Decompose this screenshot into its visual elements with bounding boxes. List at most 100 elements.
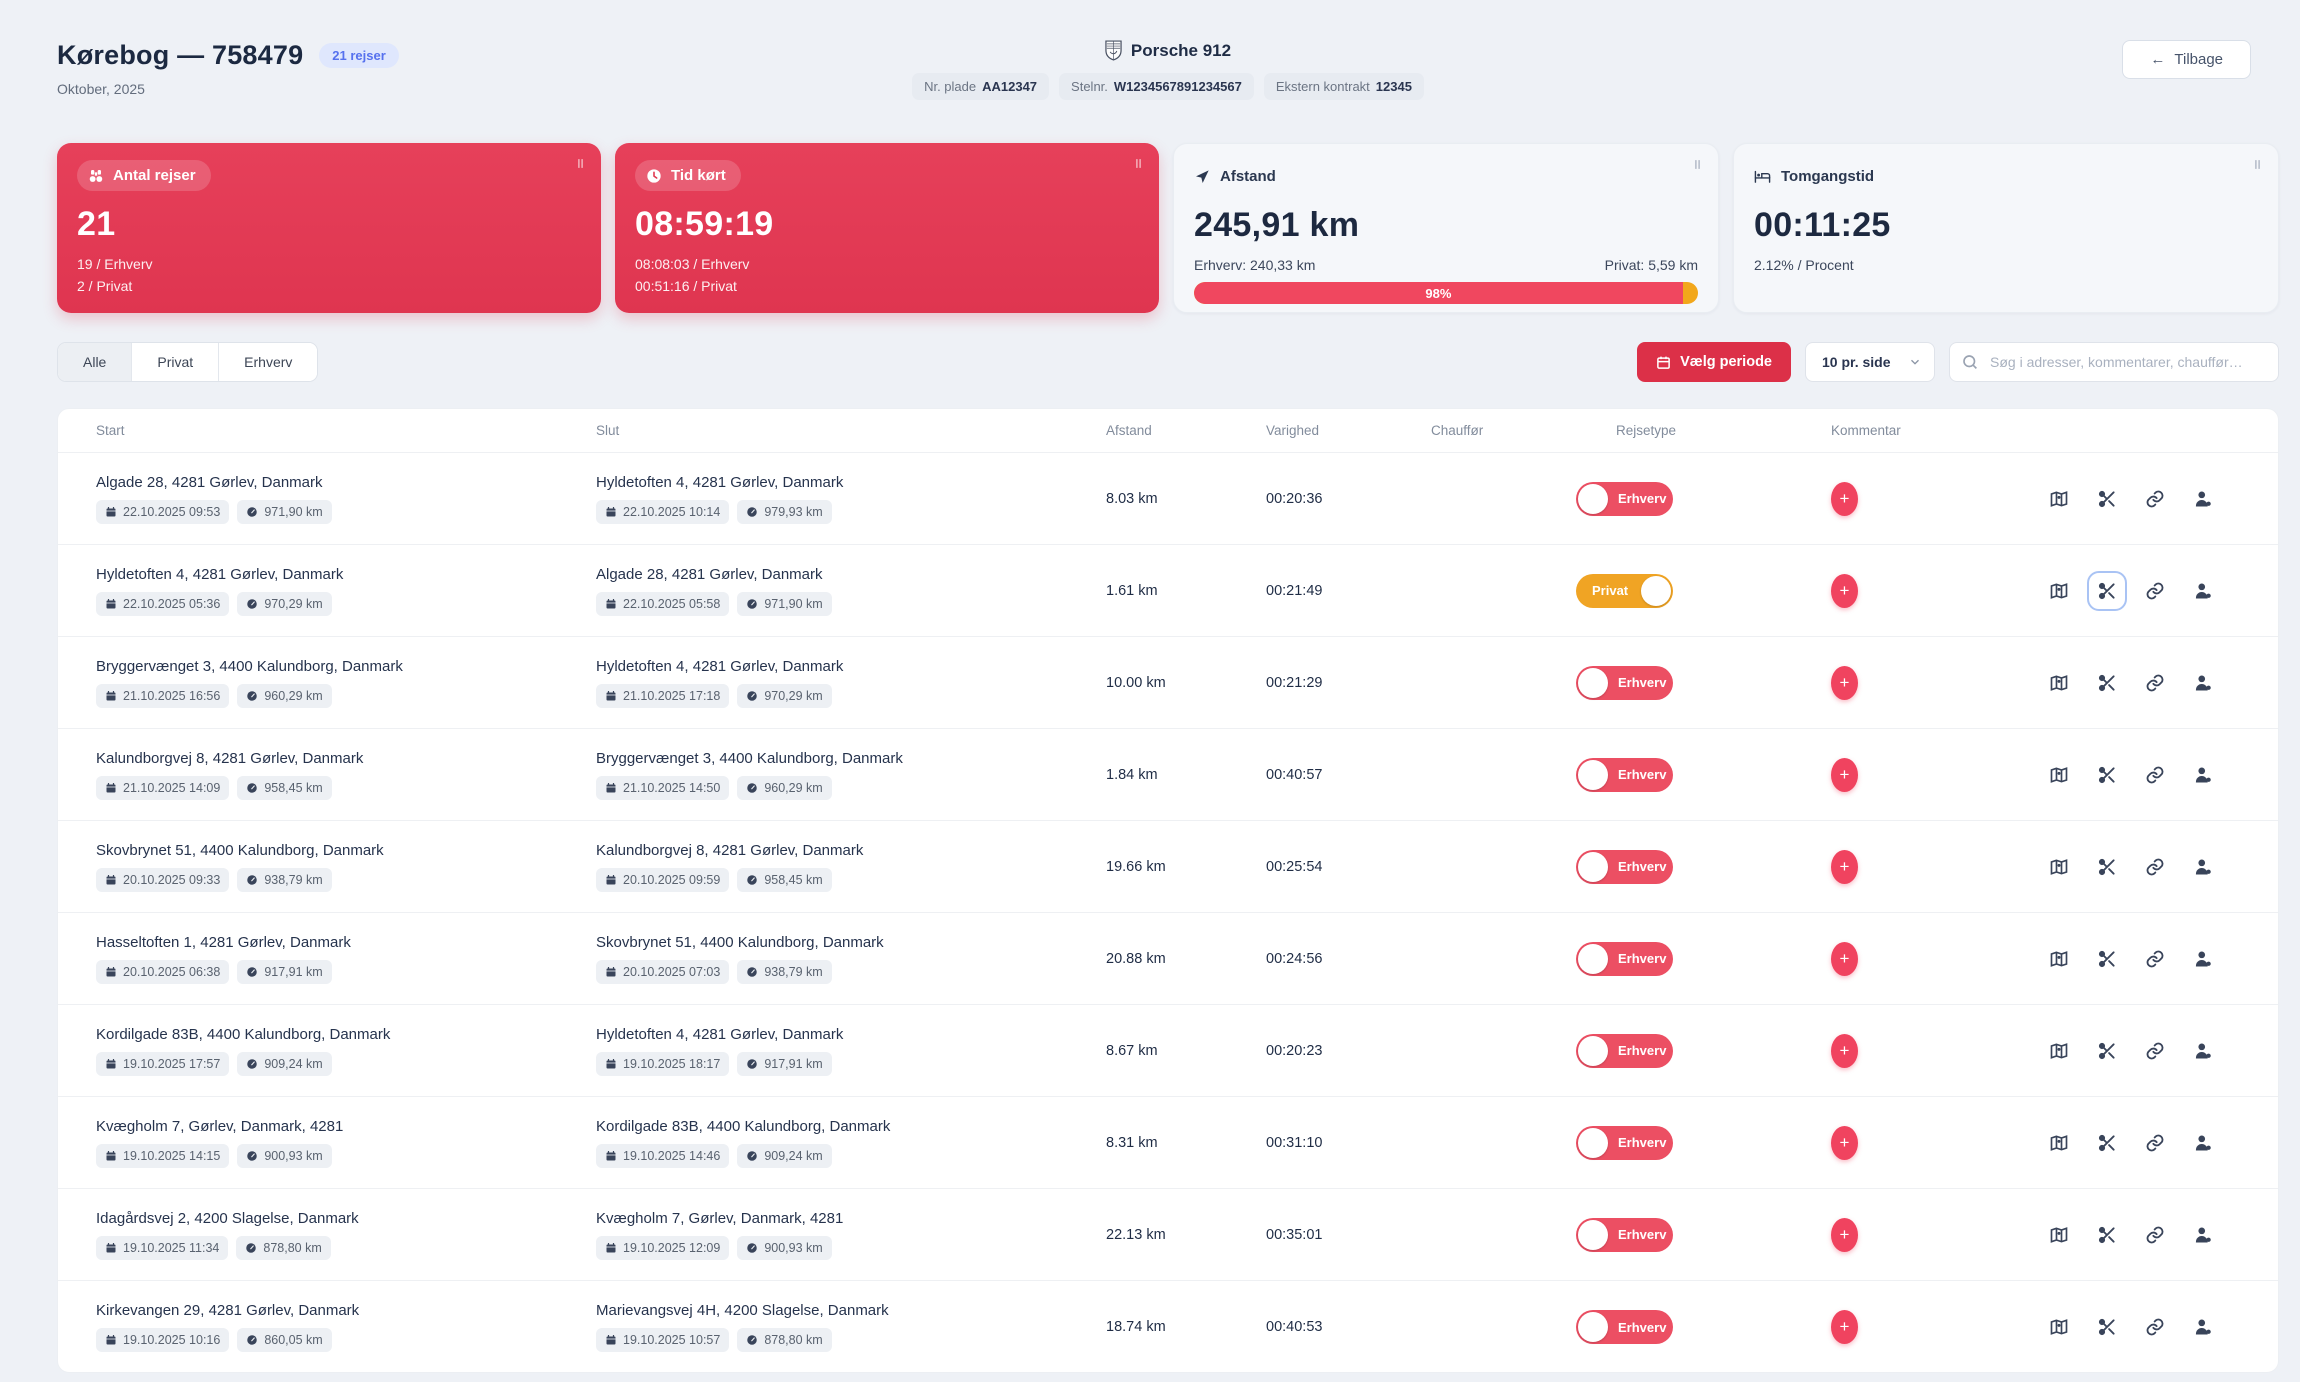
gauge-icon [746,1242,758,1254]
back-arrow-icon: ← [2150,51,2166,68]
action-driver[interactable] [2183,663,2223,703]
start-date-badge: 20.10.2025 06:38 [96,959,230,984]
back-button[interactable]: ← Tilbage [2122,40,2252,79]
gauge-icon [746,598,758,610]
trip-type-toggle[interactable]: Erhverv [1576,481,1673,516]
table-row: Kalundborgvej 8, 4281 Gørlev, Danmark 21… [58,729,2278,821]
select-period-button[interactable]: Vælg periode [1637,342,1791,382]
drag-handle-icon[interactable] [2251,158,2264,171]
driver-icon [2193,1041,2213,1061]
action-map[interactable] [2039,663,2079,703]
slut-cell: Bryggervænget 3, 4400 Kalundborg, Danmar… [596,750,1106,800]
action-link[interactable] [2135,939,2175,979]
action-scissors[interactable] [2087,663,2127,703]
action-link[interactable] [2135,847,2175,887]
action-driver[interactable] [2183,755,2223,795]
action-map[interactable] [2039,755,2079,795]
action-driver[interactable] [2183,1031,2223,1071]
distance-value: 1.84 km [1106,766,1158,783]
action-map[interactable] [2039,1307,2079,1347]
action-link[interactable] [2135,1307,2175,1347]
stat-card-antal-rejser: Antal rejser 21 19 / Erhverv 2 / Privat [57,143,601,313]
gauge-icon [246,1334,258,1346]
action-map[interactable] [2039,1123,2079,1163]
add-comment-button[interactable]: + [1831,665,1858,700]
action-scissors[interactable] [2087,939,2127,979]
gauge-icon [746,690,758,702]
start-date-badge: 22.10.2025 05:36 [96,591,230,616]
add-comment-button[interactable]: + [1831,573,1858,608]
trip-type-toggle[interactable]: Erhverv [1576,849,1673,884]
action-map[interactable] [2039,1031,2079,1071]
start-cell: Hyldetoften 4, 4281 Gørlev, Danmark 22.1… [96,566,596,616]
scissors-icon [2097,673,2117,693]
add-comment-button[interactable]: + [1831,757,1858,792]
plate-pill: Nr. plade AA12347 [912,73,1050,100]
action-scissors[interactable] [2087,1307,2127,1347]
action-driver[interactable] [2183,479,2223,519]
slut-cell: Marievangsvej 4H, 4200 Slagelse, Danmark… [596,1302,1106,1352]
action-driver[interactable] [2183,571,2223,611]
add-comment-button[interactable]: + [1831,1310,1858,1344]
end-odometer-badge: 960,29 km [737,775,832,800]
start-cell: Kirkevangen 29, 4281 Gørlev, Danmark 19.… [96,1302,596,1352]
add-comment-button[interactable]: + [1831,1217,1858,1252]
trip-type-toggle[interactable]: Erhverv [1576,757,1673,792]
drag-handle-icon[interactable] [1691,158,1704,171]
trip-type-toggle[interactable]: Erhverv [1576,1310,1673,1344]
add-comment-button[interactable]: + [1831,481,1858,516]
action-scissors[interactable] [2087,1215,2127,1255]
start-odometer-badge: 900,93 km [237,1143,332,1168]
end-address: Marievangsvej 4H, 4200 Slagelse, Danmark [596,1302,889,1319]
add-comment-button[interactable]: + [1831,849,1858,884]
end-odometer-badge: 958,45 km [737,867,832,892]
action-scissors[interactable] [2087,847,2127,887]
trip-type-toggle[interactable]: Privat [1576,573,1673,608]
drag-handle-icon[interactable] [1132,157,1145,170]
action-driver[interactable] [2183,1215,2223,1255]
slut-cell: Hyldetoften 4, 4281 Gørlev, Danmark 22.1… [596,474,1106,524]
action-link[interactable] [2135,755,2175,795]
tab-erhverv[interactable]: Erhverv [219,343,318,381]
action-link[interactable] [2135,571,2175,611]
action-driver[interactable] [2183,1307,2223,1347]
distance-progress-bar: 98% [1194,282,1698,304]
trip-type-toggle[interactable]: Erhverv [1576,1033,1673,1068]
tab-alle[interactable]: Alle [58,343,133,381]
drag-handle-icon[interactable] [574,157,587,170]
page-size-select[interactable]: 10 pr. side [1805,342,1935,382]
distance-value: 8.67 km [1106,1042,1158,1059]
search-input[interactable] [1949,342,2279,382]
tab-privat[interactable]: Privat [132,343,220,381]
action-map[interactable] [2039,1215,2079,1255]
trip-type-toggle[interactable]: Erhverv [1576,665,1673,700]
action-link[interactable] [2135,1215,2175,1255]
binoculars-icon [88,168,104,184]
toggle-knob [1578,483,1608,514]
action-scissors[interactable] [2087,755,2127,795]
action-scissors[interactable] [2087,479,2127,519]
add-comment-button[interactable]: + [1831,1033,1858,1068]
action-map[interactable] [2039,571,2079,611]
action-link[interactable] [2135,1031,2175,1071]
action-scissors[interactable] [2087,570,2127,611]
gauge-icon [746,1058,758,1070]
action-scissors[interactable] [2087,1031,2127,1071]
trip-type-toggle[interactable]: Erhverv [1576,1217,1673,1252]
action-driver[interactable] [2183,939,2223,979]
action-link[interactable] [2135,1123,2175,1163]
action-driver[interactable] [2183,847,2223,887]
add-comment-button[interactable]: + [1831,1125,1858,1160]
action-link[interactable] [2135,479,2175,519]
end-date-badge: 21.10.2025 17:18 [596,683,730,708]
action-scissors[interactable] [2087,1123,2127,1163]
add-comment-button[interactable]: + [1831,941,1858,976]
end-address: Skovbrynet 51, 4400 Kalundborg, Danmark [596,933,884,951]
action-link[interactable] [2135,663,2175,703]
trip-type-toggle[interactable]: Erhverv [1576,1125,1673,1160]
action-map[interactable] [2039,847,2079,887]
action-driver[interactable] [2183,1123,2223,1163]
action-map[interactable] [2039,939,2079,979]
trip-type-toggle[interactable]: Erhverv [1576,941,1673,976]
action-map[interactable] [2039,479,2079,519]
